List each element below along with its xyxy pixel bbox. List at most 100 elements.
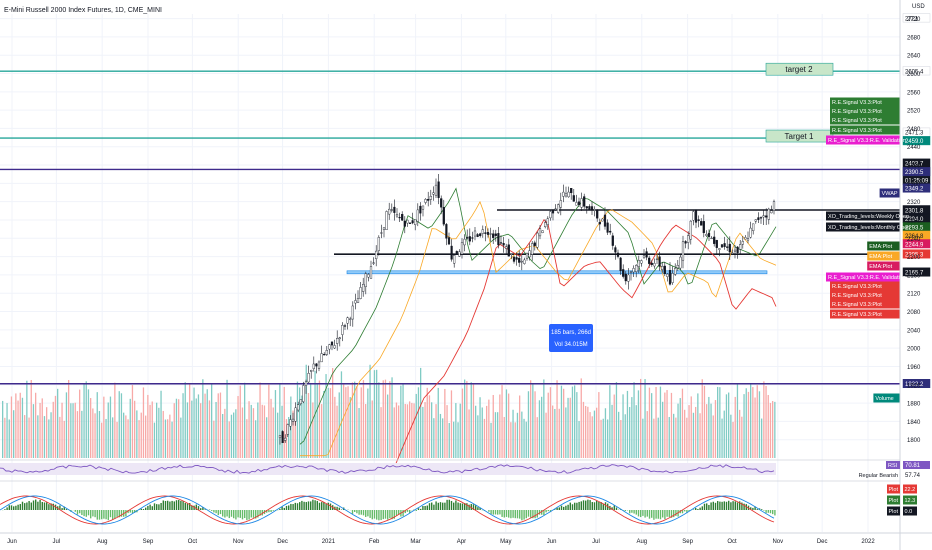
volume-bar (46, 407, 48, 458)
candle-body (585, 206, 588, 209)
volume-bar (560, 385, 563, 458)
volume-bar (222, 413, 224, 458)
macd-hist-bar (567, 504, 569, 510)
candle-body (414, 219, 417, 225)
volume-bar (741, 416, 743, 458)
macd-hist-bar (514, 510, 516, 519)
volume-bar (263, 405, 266, 458)
volume-bar (41, 398, 43, 458)
volume-bar (200, 403, 202, 458)
macd-hist-bar (48, 504, 50, 510)
candle-body (603, 214, 607, 227)
macd-hist-bar (215, 510, 217, 514)
indicator-tag-label: R.E.Signal V3.3:Plot (832, 293, 882, 299)
range-bars-label: 185 bars, 266d (551, 330, 591, 336)
macd-hist-bar (664, 510, 666, 520)
time-tick-label: 2021 (322, 539, 336, 545)
volume-bar (279, 383, 281, 458)
volume-bar (442, 418, 444, 458)
indicator-tag-box (830, 299, 900, 309)
candle-body (580, 198, 583, 208)
macd-hist-bar (6, 507, 8, 510)
macd-hist-bar (261, 510, 263, 516)
macd-hist-bar (662, 510, 664, 518)
volume-bar (283, 386, 285, 458)
range-volume-label: Vol 34.015M (554, 342, 587, 348)
volume-bar (644, 379, 646, 458)
volume-bar (659, 386, 662, 458)
volume-bar (651, 393, 653, 458)
candle-body (494, 233, 497, 236)
candle-body (762, 215, 765, 218)
macd-hist-bar (131, 510, 134, 514)
candle-body (739, 244, 742, 250)
macd-hist-bar (681, 510, 684, 514)
macd-hist-bar (554, 509, 556, 510)
macd-hist-bar (235, 510, 237, 520)
volume-bar (334, 396, 336, 458)
volume-bar (725, 394, 728, 458)
volume-bar (626, 390, 629, 458)
macd-hist-bar (285, 505, 288, 510)
macd-hist-bar (444, 502, 446, 510)
volume-bar (259, 382, 261, 458)
time-tick-label: Dec (817, 539, 828, 545)
volume-bar (134, 400, 136, 458)
price-tick-label: 2360 (907, 182, 921, 188)
volume-bar (547, 392, 549, 458)
macd-tag-box (887, 495, 900, 505)
macd-value-box (903, 506, 917, 516)
macd-hist-bar (503, 510, 505, 518)
volume-bar (151, 401, 153, 458)
macd-hist-bar (316, 500, 318, 510)
volume-bar (257, 402, 259, 458)
volume-bar (268, 384, 270, 458)
macd-hist-bar (767, 510, 769, 513)
macd-hist-bar (376, 510, 378, 520)
volume-bar (87, 389, 90, 458)
candle-body (570, 188, 573, 194)
indicator-tag-box (830, 309, 900, 319)
volume-bar (732, 421, 734, 458)
macd-hist-bar (466, 503, 468, 510)
price-tick-label: 2640 (907, 54, 921, 60)
time-axis[interactable]: Jun Jul Aug Sep Oct Nov Dec 2021 Feb Mar Apr May Jun… (0, 532, 932, 545)
volume-bar (464, 379, 466, 458)
candle-body (754, 219, 757, 222)
volume-bar (613, 394, 615, 458)
volume-bar (103, 396, 105, 458)
volume-bar (459, 403, 461, 458)
volume-bar (17, 400, 19, 458)
candle-body (772, 201, 776, 211)
macd-hist-bar (160, 503, 162, 510)
macd-line (0, 495, 775, 525)
macd-hist-bar (162, 500, 164, 510)
volume-bar (213, 420, 215, 458)
volume-bar (312, 402, 314, 458)
volume-bar (563, 388, 565, 458)
price-label: 2244.9 (905, 242, 924, 248)
candle-body (744, 237, 747, 240)
macd-hist-bar (255, 510, 257, 519)
indicator-tag-label: R.E.Signal V3.3:Plot (832, 109, 882, 115)
candle-body (598, 222, 601, 225)
volume-bar (244, 382, 246, 458)
candle-body (726, 246, 729, 248)
candle-body (440, 198, 443, 208)
volume-bar (65, 392, 68, 458)
macd-value-box (903, 495, 917, 505)
volume-bar (219, 392, 222, 458)
macd-hist-bar (422, 506, 424, 510)
macd-hist-bar (723, 501, 725, 510)
volume-bar (490, 422, 492, 458)
macd-hist-bar (732, 501, 734, 510)
candle-body (346, 317, 349, 324)
volume-bar (101, 422, 103, 458)
macd-hist-bar (120, 510, 123, 517)
price-axis[interactable]: 1800 1840 1880 1920 1960 2000 2040 2080 2120 2160… (899, 0, 921, 550)
indicator-tag-box (867, 251, 900, 261)
candle-body (650, 262, 653, 265)
macd-hist-bar (43, 502, 46, 510)
candle-body (395, 214, 399, 217)
